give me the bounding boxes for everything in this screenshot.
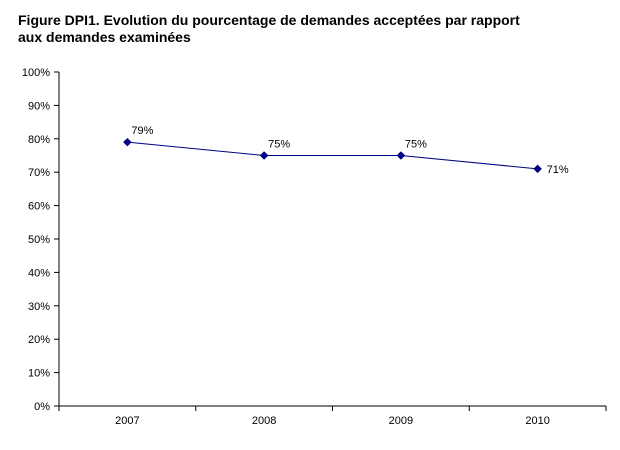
chart-title: Figure DPI1. Evolution du pourcentage de… xyxy=(18,12,578,46)
data-label: 75% xyxy=(268,139,290,151)
data-labels: 79% 75% 75% 71% xyxy=(131,125,568,176)
series-layer xyxy=(123,137,542,174)
x-tick-label: 2007 xyxy=(115,415,139,427)
y-tick-label: 90% xyxy=(28,100,50,112)
y-tick-label: 50% xyxy=(28,234,50,246)
y-tick-label: 60% xyxy=(28,201,50,213)
y-tick-label: 70% xyxy=(28,167,50,179)
data-label: 71% xyxy=(547,164,569,176)
y-tick-label: 30% xyxy=(28,301,50,313)
y-tick-label: 20% xyxy=(28,334,50,346)
data-label: 75% xyxy=(405,139,427,151)
y-tick-label: 100% xyxy=(22,67,50,79)
y-tick-label: 80% xyxy=(28,134,50,146)
chart-title-line-2: aux demandes examinées xyxy=(18,29,191,45)
x-tick-label: 2008 xyxy=(252,415,276,427)
y-tick-label: 0% xyxy=(34,401,50,413)
x-tick-label: 2010 xyxy=(525,415,549,427)
series-line xyxy=(127,141,538,170)
chart-title-line-1: Figure DPI1. Evolution du pourcentage de… xyxy=(18,12,520,28)
data-point-marker xyxy=(533,164,542,174)
data-point-marker xyxy=(259,151,269,160)
y-tick-label: 40% xyxy=(28,267,50,279)
data-point-marker xyxy=(396,151,406,160)
data-label: 79% xyxy=(131,125,153,137)
x-tick-label: 2009 xyxy=(389,415,413,427)
y-tick-label: 10% xyxy=(28,368,50,380)
data-point-marker xyxy=(123,137,132,147)
axes: 0% 10% 20% 30% 40% 50% 60% 70% 80% 90% 100% 2007 200… xyxy=(22,67,607,427)
